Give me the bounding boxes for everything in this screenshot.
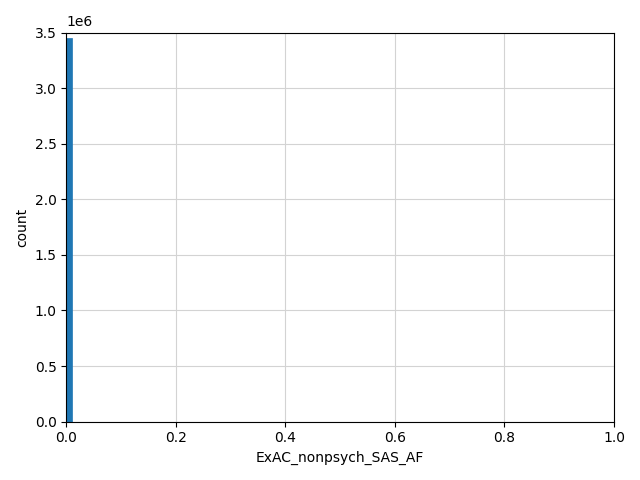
Text: 1e6: 1e6 (67, 15, 93, 29)
X-axis label: ExAC_nonpsych_SAS_AF: ExAC_nonpsych_SAS_AF (256, 451, 424, 465)
Y-axis label: count: count (15, 207, 29, 247)
Bar (67, 38, 72, 421)
